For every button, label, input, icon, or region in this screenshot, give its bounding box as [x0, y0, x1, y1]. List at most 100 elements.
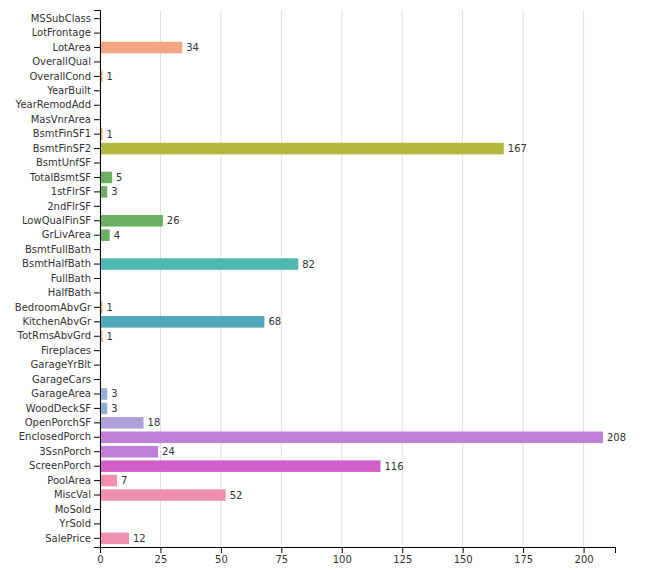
category-tick-label: YrSold [58, 518, 91, 529]
category-tick-mark [94, 76, 100, 77]
category-tick: BsmtFullBath [25, 244, 100, 255]
category-tick-mark [94, 191, 100, 192]
value-tick: 125 [393, 547, 412, 565]
category-tick-mark [94, 61, 100, 62]
category-tick-label: BsmtFinSF1 [33, 128, 91, 139]
category-tick: GarageYrBlt [31, 359, 100, 370]
data-label: 3 [111, 388, 117, 399]
category-tick: MoSold [55, 504, 100, 515]
data-label: 82 [302, 259, 315, 270]
category-tick-mark [94, 393, 100, 394]
category-tick-label: MasVnrArea [31, 114, 91, 125]
category-tick-label: 1stFlrSF [51, 186, 91, 197]
category-tick: LowQualFinSF [22, 215, 100, 226]
value-tick-label: 150 [454, 554, 473, 565]
category-tick: BsmtFinSF2 [33, 143, 100, 154]
category-tick-mark [94, 278, 100, 279]
value-tick-label: 25 [155, 554, 168, 565]
category-tick-mark [94, 292, 100, 293]
category-tick: OverallCond [29, 71, 100, 82]
bar [100, 489, 226, 501]
category-tick: TotRmsAbvGrd [17, 330, 101, 341]
data-label: 1 [106, 302, 112, 313]
category-tick: EnclosedPorch [19, 431, 100, 442]
data-label: 4 [114, 230, 120, 241]
category-tick-label: OverallCond [29, 71, 91, 82]
category-tick-mark [94, 509, 100, 510]
category-tick: Fireplaces [41, 345, 100, 356]
value-tick-label: 175 [514, 554, 533, 565]
bar [100, 460, 380, 472]
category-tick-mark [94, 264, 100, 265]
category-tick-mark [94, 33, 100, 34]
category-tick: LotArea [53, 42, 100, 53]
value-tick: 0 [97, 547, 103, 565]
category-tick-label: 3SsnPorch [39, 446, 91, 457]
data-label: 167 [508, 143, 527, 154]
category-tick: ScreenPorch [29, 460, 100, 471]
category-tick-mark [94, 408, 100, 409]
bar [100, 403, 107, 415]
category-tick-mark [94, 422, 100, 423]
category-tick: SalePrice [45, 533, 100, 544]
value-tick-label: 125 [393, 554, 412, 565]
bar [100, 186, 107, 198]
category-tick: YearRemodAdd [15, 99, 100, 110]
bar [100, 388, 107, 400]
value-axis-line [101, 548, 616, 554]
value-tick-label: 100 [333, 554, 352, 565]
grid-line [583, 10, 584, 547]
data-labels: 34111675326482168133182082411675212 [106, 42, 626, 544]
category-tick: TotalBsmtSF [29, 172, 100, 183]
category-tick-mark [94, 220, 100, 221]
category-tick: OpenPorchSF [25, 417, 100, 428]
data-label: 7 [121, 475, 127, 486]
category-tick: BsmtUnfSF [36, 157, 100, 168]
value-axis: 0255075100125150175200 [97, 547, 615, 565]
category-tick-mark [94, 90, 100, 91]
data-label: 1 [106, 331, 112, 342]
value-tick-mark [281, 547, 282, 553]
data-label: 12 [133, 533, 146, 544]
data-label: 208 [607, 432, 626, 443]
bar [100, 446, 158, 458]
category-tick-mark [94, 235, 100, 236]
value-tick: 50 [215, 547, 228, 565]
category-tick-mark [94, 480, 100, 481]
value-tick-label: 0 [97, 554, 103, 565]
category-tick-label: LowQualFinSF [22, 215, 91, 226]
category-tick: YearBuilt [46, 85, 100, 96]
category-tick: FullBath [51, 273, 100, 284]
bar [100, 172, 112, 184]
bar [100, 42, 182, 54]
bar [100, 258, 298, 270]
data-label: 1 [106, 71, 112, 82]
data-label: 24 [162, 446, 175, 457]
category-tick-mark [94, 538, 100, 539]
category-tick-label: YearRemodAdd [15, 99, 91, 110]
category-tick: BedroomAbvGr [15, 302, 100, 313]
data-label: 3 [111, 186, 117, 197]
data-label: 68 [268, 316, 281, 327]
grid-line [523, 10, 524, 547]
category-tick: 1stFlrSF [51, 186, 100, 197]
data-label: 1 [106, 129, 112, 140]
value-tick-label: 50 [215, 554, 228, 565]
bar [100, 533, 129, 545]
category-tick-mark [94, 451, 100, 452]
category-tick-label: WoodDeckSF [26, 403, 91, 414]
category-tick: MasVnrArea [31, 114, 100, 125]
category-tick-label: YearBuilt [46, 85, 91, 96]
category-tick-label: OverallQual [32, 56, 91, 67]
category-axis-line [94, 11, 101, 548]
category-tick-mark [94, 321, 100, 322]
category-tick-mark [94, 365, 100, 366]
value-tick-mark [463, 547, 464, 553]
category-tick-mark [94, 523, 100, 524]
value-tick: 175 [514, 547, 533, 565]
category-tick-label: MoSold [55, 504, 91, 515]
category-tick-label: TotRmsAbvGrd [17, 330, 92, 341]
category-tick: GarageCars [32, 374, 100, 385]
category-tick-mark [94, 336, 100, 337]
category-tick: YrSold [58, 518, 100, 529]
